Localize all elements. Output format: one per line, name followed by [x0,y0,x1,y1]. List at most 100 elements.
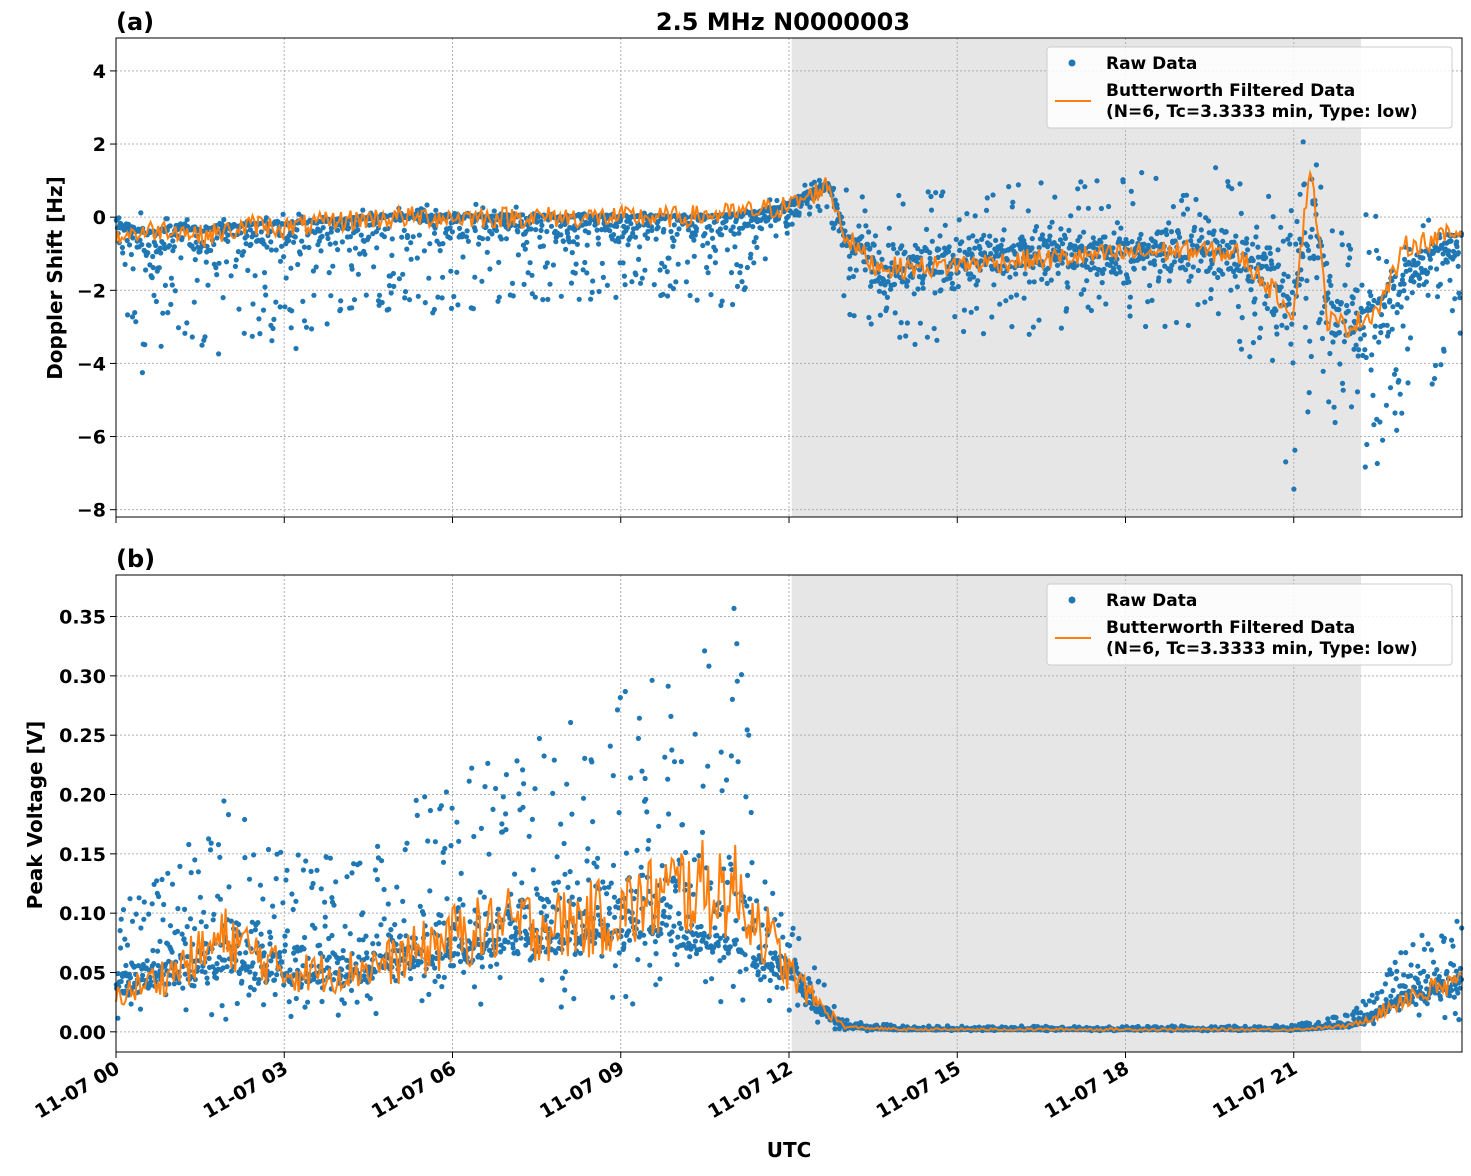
raw-data-point [1279,285,1284,290]
raw-data-point [1380,438,1385,443]
raw-data-point [1275,247,1280,252]
raw-data-point [501,794,506,799]
raw-data-point [851,274,856,279]
raw-data-point [584,858,589,863]
raw-data-point [423,300,428,305]
raw-data-point [335,247,340,252]
raw-data-point [1327,274,1332,279]
raw-data-point [743,952,748,957]
raw-data-point [600,879,605,884]
raw-data-point [1129,189,1134,194]
raw-data-point [1022,296,1027,301]
raw-data-point [1139,170,1144,175]
raw-data-point [1390,327,1395,332]
raw-data-point [1304,278,1309,283]
raw-data-point [274,972,279,977]
raw-data-point [328,856,333,861]
raw-data-point [759,226,764,231]
raw-data-point [408,240,413,245]
raw-data-point [815,1020,820,1025]
raw-data-point [708,292,713,297]
raw-data-point [553,888,558,893]
raw-data-point [499,821,504,826]
raw-data-point [1229,186,1234,191]
raw-data-point [455,302,460,307]
raw-data-point [575,235,580,240]
raw-data-point [1009,324,1014,329]
raw-data-point [157,939,162,944]
raw-data-point [451,294,456,299]
raw-data-point [1262,301,1267,306]
raw-data-point [624,851,629,856]
raw-data-point [1303,296,1308,301]
raw-data-point [172,244,177,249]
raw-data-point [571,996,576,1001]
raw-data-point [1454,244,1459,249]
raw-data-point [1324,261,1329,266]
raw-data-point [270,904,275,909]
raw-data-point [569,812,574,817]
raw-data-point [185,924,190,929]
raw-data-point [278,304,283,309]
raw-data-point [489,231,494,236]
raw-data-point [1172,259,1177,264]
raw-data-point [607,228,612,233]
raw-data-point [402,295,407,300]
raw-data-point [267,930,272,935]
raw-data-point [457,897,462,902]
raw-data-point [454,820,459,825]
raw-data-point [1339,300,1344,305]
raw-data-point [239,979,244,984]
raw-data-point [984,208,989,213]
raw-data-point [253,927,258,932]
raw-data-point [1147,283,1152,288]
raw-data-point [322,900,327,905]
raw-data-point [498,975,503,980]
raw-data-point [901,201,906,206]
raw-data-point [1076,206,1081,211]
raw-data-point [596,235,601,240]
raw-data-point [932,290,937,295]
raw-data-point [341,948,346,953]
raw-data-point [1078,179,1083,184]
raw-data-point [1341,388,1346,393]
raw-data-point [183,941,188,946]
raw-data-point [1300,254,1305,259]
raw-data-point [679,926,684,931]
raw-data-point [905,320,910,325]
raw-data-point [1325,290,1330,295]
raw-data-point [415,255,420,260]
raw-data-point [138,1007,143,1012]
raw-data-point [492,208,497,213]
raw-data-point [405,233,410,238]
raw-data-point [203,970,208,975]
raw-data-point [896,193,901,198]
raw-data-point [389,290,394,295]
raw-data-point [718,226,723,231]
raw-data-point [161,242,166,247]
raw-data-point [242,855,247,860]
raw-data-point [438,913,443,918]
raw-data-point [666,684,671,689]
raw-data-point [720,788,725,793]
raw-data-point [289,308,294,313]
raw-data-point [281,254,286,259]
panel-a-legend-raw-label: Raw Data [1106,54,1197,74]
raw-data-point [283,942,288,947]
raw-data-point [1181,212,1186,217]
raw-data-point [1286,274,1291,279]
raw-data-point [1169,229,1174,234]
raw-data-point [205,981,210,986]
raw-data-point [150,901,155,906]
raw-data-point [1058,226,1063,231]
raw-data-point [645,236,650,241]
raw-data-point [672,222,677,227]
raw-data-point [261,308,266,313]
raw-data-point [138,210,143,215]
raw-data-point [1126,279,1131,284]
raw-data-point [529,226,534,231]
raw-data-point [312,926,317,931]
raw-data-point [131,266,136,271]
raw-data-point [501,946,506,951]
raw-data-point [563,247,568,252]
